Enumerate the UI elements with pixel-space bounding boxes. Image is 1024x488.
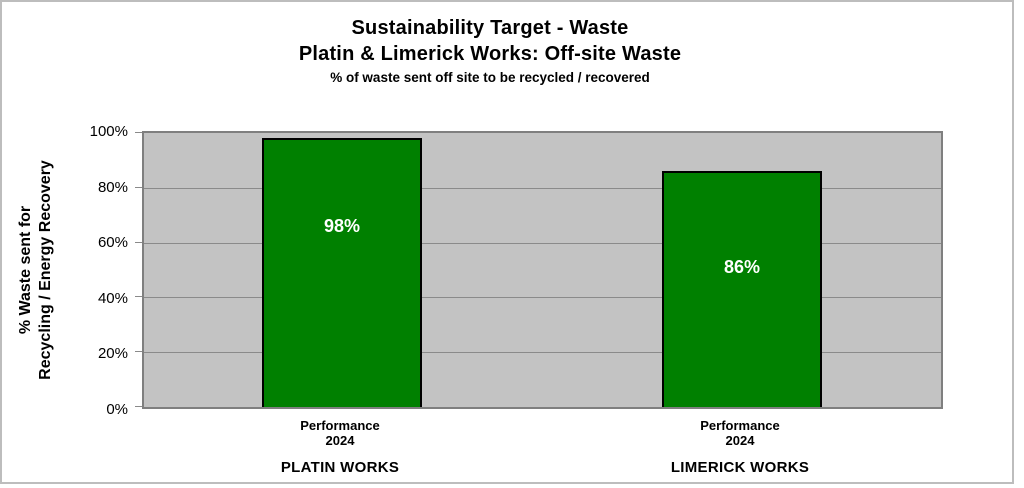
y-tick-label-40: 40% [97,289,128,307]
category-label-limerick-works: LIMERICK WORKS [670,459,810,476]
y-tick-mark [135,406,142,407]
y-tick-label-0: 0% [106,401,128,418]
gridline-20 [144,352,941,354]
y-tick-mark [135,296,142,298]
gridline-40 [144,297,941,299]
y-tick-mark [135,351,142,353]
y-axis-tick-labels: 100% 80% 60% 40% 20% 0% [2,123,134,418]
bar-value-label: 98% [323,216,361,237]
y-tick-label-100: 100% [89,123,128,140]
bar-platin-works-performance-2024: 98% [262,138,422,407]
y-tick-label-20: 20% [97,345,128,363]
series-label-line1: Performance [300,418,380,433]
bar-value-label: 86% [723,257,761,278]
y-tick-mark [135,241,142,243]
series-label-line2: 2024 [725,433,755,448]
bar-limerick-works-performance-2024: 86% [662,171,822,407]
y-tick-mark [135,186,142,188]
chart-title-line2: Platin & Limerick Works: Off-site Waste [298,43,682,65]
y-tick-mark [135,132,142,133]
chart-title-line1: Sustainability Target - Waste [351,17,629,39]
y-tick-label-60: 60% [97,234,128,252]
series-label-line1: Performance [700,418,780,433]
series-label-line2: 2024 [325,433,355,448]
gridline-60 [144,242,941,244]
gridline-80 [144,187,941,189]
x-tick-label-platin: Performance 2024 [260,418,420,448]
chart-subtitle: % of waste sent off site to be recycled … [330,70,650,85]
y-tick-label-80: 80% [97,178,128,196]
chart-title-block: Sustainability Target - Waste Platin & L… [2,15,978,86]
category-label-platin-works: PLATIN WORKS [280,459,400,476]
plot-area: 98% 86% [135,131,943,409]
x-tick-label-limerick: Performance 2024 [660,418,820,448]
